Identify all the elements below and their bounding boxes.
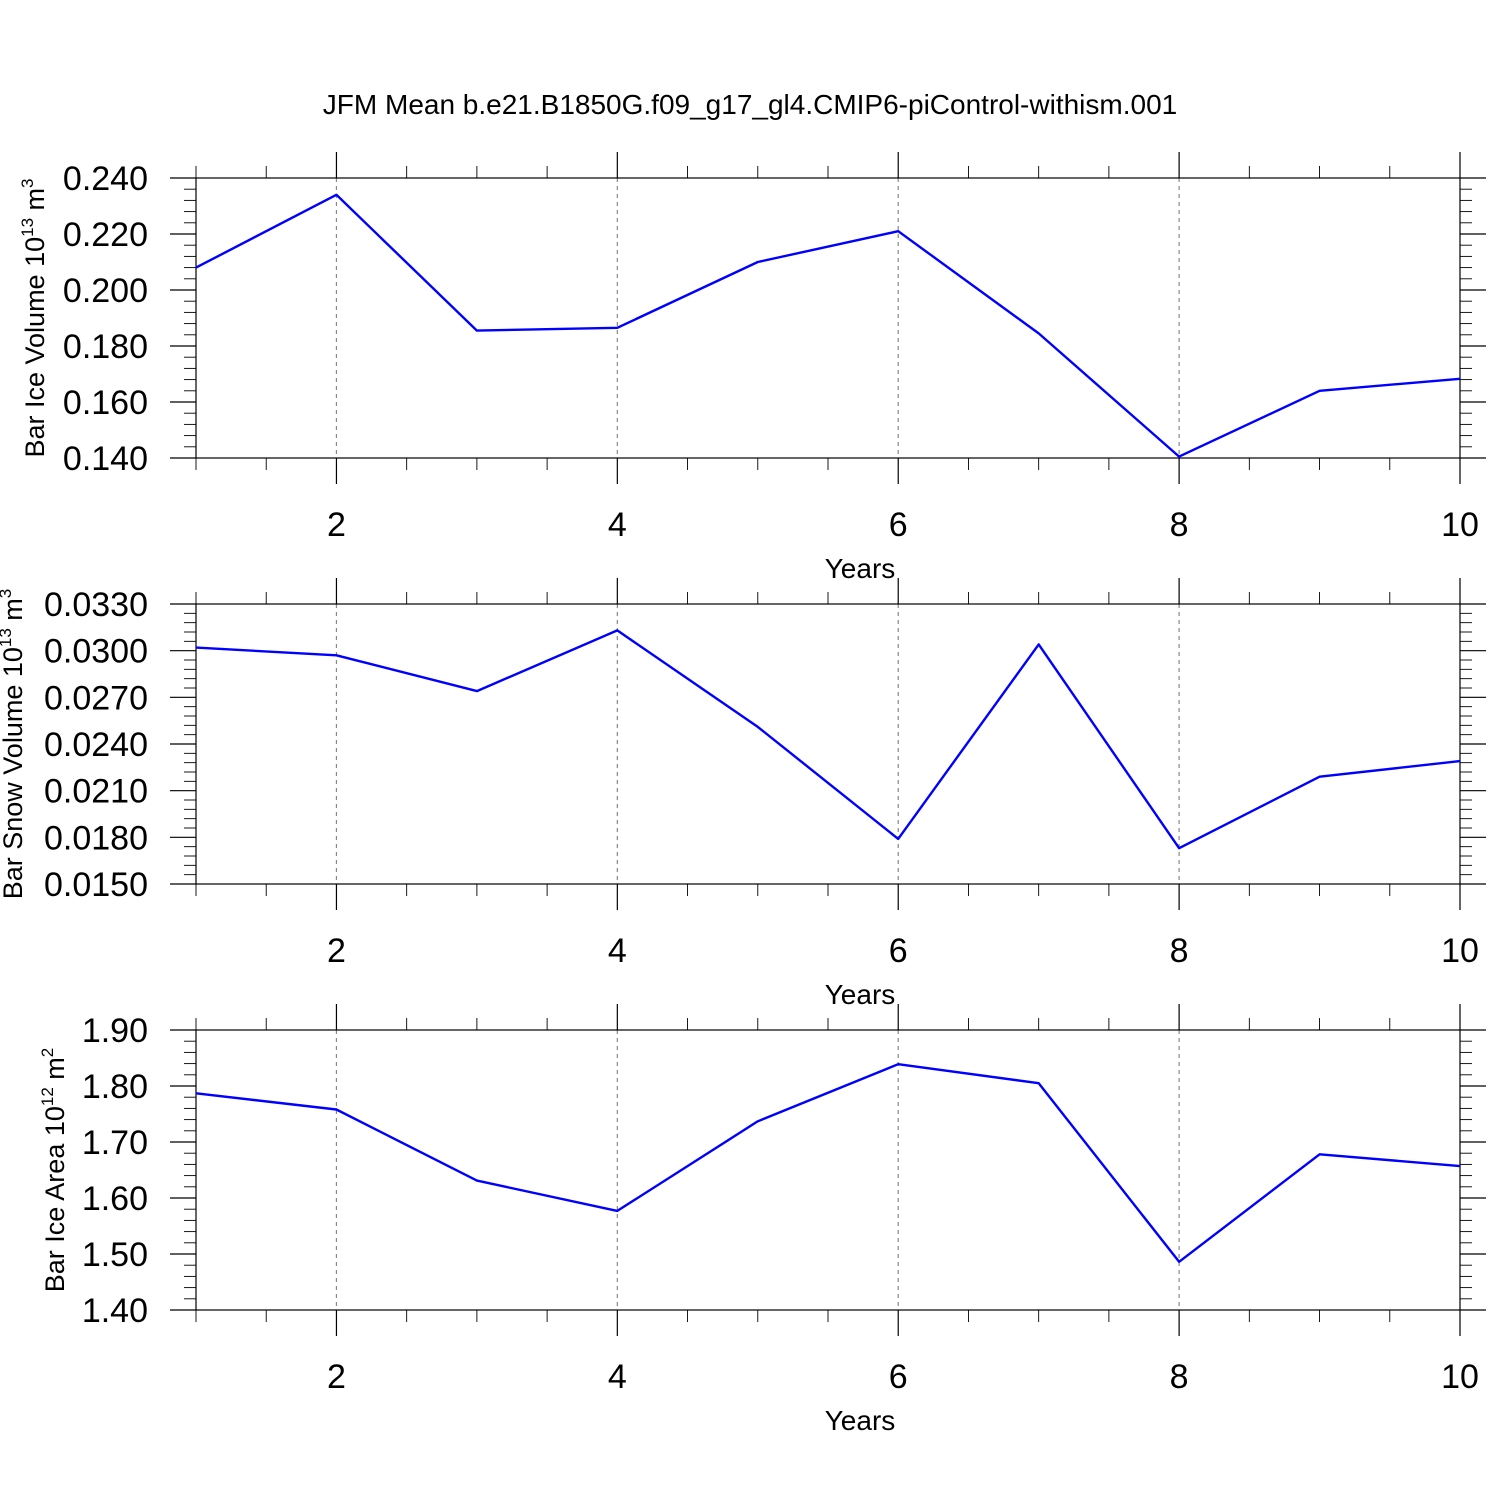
- plot-frame: [195, 603, 1461, 885]
- y-tick-label: 1.60: [82, 1180, 148, 1218]
- x-tick-label: 8: [1170, 506, 1189, 544]
- x-axis-label: Years: [825, 1405, 896, 1436]
- x-tick-label: 10: [1441, 506, 1479, 544]
- panels: 2 4 6 8 10 0.140 0.160 0.180 0.200 0.220 0.240 Year…: [0, 152, 1486, 1436]
- x-tick-label: 6: [889, 506, 908, 544]
- y-tick-label: 0.0240: [44, 726, 148, 764]
- y-tick-label: 0.220: [63, 216, 148, 254]
- x-tick-label: 8: [1170, 1358, 1189, 1396]
- plot-frame: [195, 177, 1461, 459]
- x-tick-label: 2: [327, 506, 346, 544]
- data-line: [195, 1062, 1461, 1264]
- y-tick-label: 0.0210: [44, 773, 148, 811]
- y-tick-label: 0.160: [63, 384, 148, 422]
- y-tick-label: 1.90: [82, 1012, 148, 1050]
- chart-title: JFM Mean b.e21.B1850G.f09_g17_gl4.CMIP6-…: [323, 89, 1177, 120]
- y-tick-label: 1.80: [82, 1068, 148, 1106]
- panel-1: 2 4 6 8 10 0.140 0.160 0.180 0.200 0.220 0.240 Year…: [18, 152, 1486, 584]
- y-tick-label: 0.0270: [44, 679, 148, 717]
- y-tick-label: 0.140: [63, 440, 148, 478]
- y-axis-label: Bar Ice Volume 1013 m3: [18, 178, 50, 457]
- x-tick-label: 2: [327, 932, 346, 970]
- plot-frame: [195, 1029, 1461, 1311]
- x-tick-label: 6: [889, 932, 908, 970]
- panel-2: 2 4 6 8 10 0.0150 0.0180 0.0210 0.0240 0.0270 0.03…: [0, 578, 1486, 1010]
- x-axis-label: Years: [825, 979, 896, 1010]
- x-tick-label: 2: [327, 1358, 346, 1396]
- x-tick-label: 6: [889, 1358, 908, 1396]
- x-tick-label: 4: [608, 1358, 627, 1396]
- y-tick-label: 1.50: [82, 1236, 148, 1274]
- x-tick-label: 4: [608, 932, 627, 970]
- y-tick-label: 0.0180: [44, 819, 148, 857]
- y-tick-label: 0.180: [63, 328, 148, 366]
- x-tick-label: 4: [608, 506, 627, 544]
- data-line: [195, 629, 1461, 850]
- y-tick-label: 0.0150: [44, 866, 148, 904]
- y-tick-label: 0.0330: [44, 586, 148, 624]
- y-tick-label: 1.40: [82, 1292, 148, 1330]
- panel-3: 2 4 6 8 10 1.40 1.50 1.60 1.70 1.80 1.90 Years Bar I…: [38, 1004, 1486, 1436]
- x-tick-label: 10: [1441, 1358, 1479, 1396]
- y-axis-label: Bar Ice Area 1012 m2: [38, 1048, 70, 1293]
- x-tick-label: 10: [1441, 932, 1479, 970]
- y-tick-label: 0.240: [63, 160, 148, 198]
- y-tick-label: 0.0300: [44, 633, 148, 671]
- y-tick-label: 0.200: [63, 272, 148, 310]
- y-axis-label: Bar Snow Volume 1013 m3: [0, 589, 28, 900]
- x-tick-label: 8: [1170, 932, 1189, 970]
- data-line: [195, 193, 1461, 458]
- x-axis-label: Years: [825, 553, 896, 584]
- y-tick-label: 1.70: [82, 1124, 148, 1162]
